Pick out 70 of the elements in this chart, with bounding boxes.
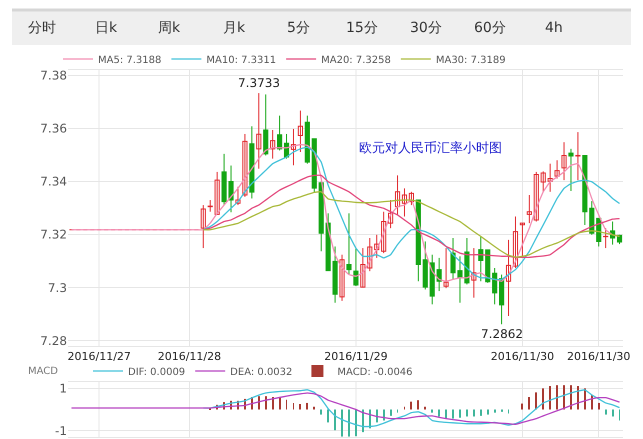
bar [612,410,614,416]
bar [341,410,343,437]
bar [466,410,468,416]
legend-label: DIF: 0.0009 [128,366,186,378]
y-tick-label: 7.34 [40,174,67,189]
bar [487,410,489,415]
candlestick [256,92,262,170]
legend-label: MA20: 7.3258 [321,54,391,66]
bar [494,410,496,413]
y-tick-label: 7.28 [40,334,67,348]
bar [549,386,551,410]
bar [376,410,378,422]
legend-label: MA5: 7.3188 [98,54,162,66]
text: 分时 [28,20,56,36]
annotation: 7.2862 [481,327,523,341]
bar [265,396,267,410]
bar [445,410,447,419]
bar [431,410,433,413]
x-tick-label: 2016/11/30 [567,350,630,364]
text: 日k [95,20,118,36]
legend-label: DEA: 0.0032 [230,366,292,378]
bar [438,410,440,416]
bar [334,410,336,430]
bar [598,402,600,410]
x-tick-label: 2016/11/27 [68,350,131,364]
bar [355,410,357,436]
bar [327,410,329,422]
text: 月k [223,20,246,36]
bar [452,410,454,419]
bar [424,406,426,410]
bar [410,402,412,410]
legend-label: MACD: -0.0046 [337,366,413,378]
bar [528,397,530,410]
bar [348,410,350,437]
legend-label: MA10: 7.3311 [206,54,276,66]
bar [313,406,315,410]
bar [390,410,392,416]
bar [279,398,281,410]
text: 4h [545,20,563,36]
bar [521,404,523,410]
text: 5分 [287,20,310,36]
bar [299,404,301,410]
text: 60分 [474,20,506,36]
text: 30分 [410,20,442,36]
legend-label: MA30: 7.3189 [436,54,506,66]
x-tick-label: 2016/11/29 [324,350,388,364]
chart-title: MACD [28,366,58,377]
text: 15分 [346,20,378,36]
y-tick-label: 1 [59,382,67,396]
y-tick-label: -1 [55,424,67,438]
bar [320,410,322,415]
bar [473,410,475,416]
bar [306,402,308,410]
text: 周k [158,20,181,36]
line-series [70,392,620,425]
bar [459,410,461,418]
annotation: 7.3733 [238,76,280,90]
x-tick-label: 2016/11/30 [490,350,554,364]
bar [605,410,607,415]
y-tick-label: 7.38 [40,68,67,83]
bar [417,400,419,410]
y-tick-label: 7.3 [48,280,67,295]
x-tick-label: 2016/11/28 [158,350,222,364]
bar [556,385,558,410]
y-tick-label: 7.36 [40,122,67,136]
annotation: 欧元对人民币汇率小时图 [359,140,502,156]
y-tick-label: 7.32 [40,228,67,242]
bar [535,392,537,410]
bar [480,410,482,416]
bar [542,388,544,410]
